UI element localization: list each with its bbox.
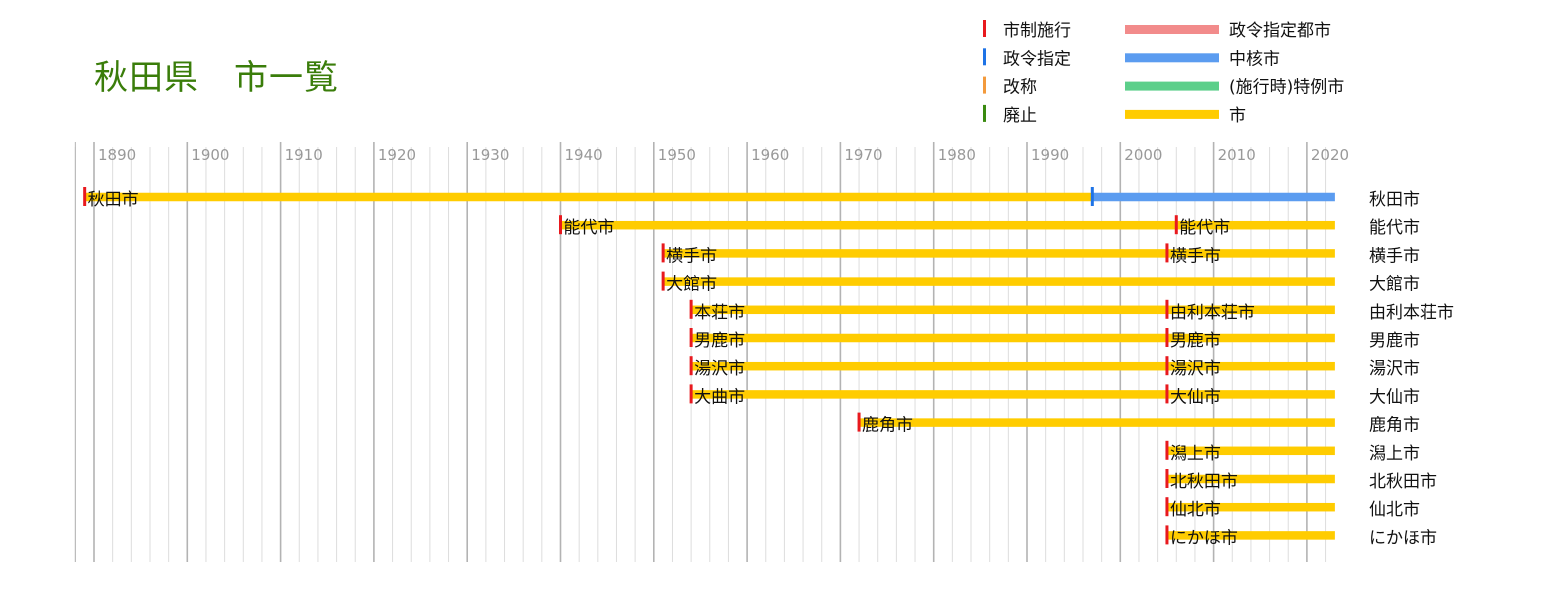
event-label: 由利本荘市 [1170, 303, 1255, 323]
event-marker [1165, 384, 1169, 404]
x-tick-label: 1910 [285, 146, 323, 164]
event-marker [1165, 440, 1169, 460]
event-marker [1165, 328, 1169, 347]
event-label: 湯沢市 [1170, 359, 1221, 379]
event-label: にかほ市 [1170, 528, 1238, 548]
legend-status-swatch [1125, 81, 1219, 91]
x-tick-label: 1990 [1031, 146, 1069, 164]
status-bar-segment [1092, 192, 1335, 202]
event-marker [857, 412, 861, 432]
event-marker [689, 328, 693, 347]
event-marker [661, 243, 665, 263]
event-label: 秋田市 [88, 190, 139, 210]
status-bar-segment [663, 249, 1335, 258]
x-tick-label: 1920 [378, 146, 416, 164]
legend-event-label: 廃止 [1003, 106, 1037, 126]
x-tick-label: 1960 [751, 146, 789, 164]
event-marker [1165, 299, 1169, 319]
event-marker [1165, 356, 1169, 376]
event-marker [661, 271, 665, 291]
status-bar-segment [859, 418, 1335, 427]
event-label: 横手市 [1170, 246, 1221, 266]
event-label: 横手市 [666, 246, 717, 266]
current-city-name: 湯沢市 [1369, 359, 1420, 379]
x-tick-label: 1950 [658, 146, 696, 164]
legend-status-swatch [1125, 53, 1219, 63]
event-label: 大館市 [666, 275, 717, 295]
x-tick-label: 2010 [1218, 146, 1256, 164]
event-marker [559, 215, 562, 235]
status-bar-segment [1166, 446, 1335, 456]
event-marker [689, 356, 693, 376]
event-marker [1090, 187, 1094, 206]
event-label: 湯沢市 [694, 359, 745, 379]
status-bar-segment [1166, 474, 1335, 484]
event-marker [689, 299, 693, 319]
event-label: 本荘市 [694, 303, 745, 323]
legend-event-label: 市制施行 [1003, 21, 1071, 41]
legend-event-marker [983, 20, 986, 37]
current-city-name: 仙北市 [1369, 500, 1420, 520]
legend-status-label: 中核市 [1229, 49, 1280, 69]
event-label: 男鹿市 [694, 331, 745, 351]
event-marker [689, 384, 693, 404]
status-bar-segment [84, 192, 1093, 202]
current-city-name: 鹿角市 [1369, 416, 1420, 436]
event-label: 潟上市 [1170, 444, 1221, 464]
legend-event-marker [983, 48, 986, 66]
event-marker [1165, 243, 1169, 263]
status-bar-segment [663, 277, 1335, 286]
event-label: 仙北市 [1170, 500, 1221, 520]
current-city-name: 秋田市 [1369, 190, 1420, 210]
x-tick-label: 1930 [471, 146, 509, 164]
status-bar-segment [1166, 502, 1335, 512]
current-city-name: にかほ市 [1369, 528, 1437, 548]
legend-event-label: 政令指定 [1003, 49, 1071, 69]
status-bar-segment [1166, 531, 1335, 540]
current-city-name: 由利本荘市 [1369, 303, 1454, 323]
status-bar-segment [691, 305, 1335, 315]
event-label: 鹿角市 [862, 416, 913, 436]
x-tick-label: 2000 [1124, 146, 1162, 164]
event-label: 大曲市 [694, 387, 745, 407]
legend-event-label: 改称 [1003, 78, 1037, 98]
event-marker [1165, 497, 1169, 517]
legend-status-swatch [1125, 109, 1219, 119]
legend-status-label: 市 [1229, 106, 1246, 126]
event-label: 能代市 [1179, 218, 1230, 238]
event-label: 大仙市 [1170, 387, 1221, 407]
legend-event-marker [983, 104, 986, 122]
status-bar-segment [691, 333, 1335, 343]
legend-event-marker [983, 76, 986, 94]
x-tick-label: 1900 [191, 146, 229, 164]
x-tick-label: 1940 [565, 146, 603, 164]
current-city-name: 横手市 [1369, 246, 1420, 266]
current-city-name: 男鹿市 [1369, 331, 1420, 351]
x-tick-label: 1980 [938, 146, 976, 164]
legend-status-label: 政令指定都市 [1229, 21, 1331, 41]
event-label: 男鹿市 [1170, 331, 1221, 351]
current-city-name: 北秋田市 [1369, 472, 1437, 492]
event-marker [1174, 215, 1178, 235]
legend-status-swatch [1125, 25, 1219, 34]
legend-status-label: (施行時)特例市 [1229, 78, 1344, 98]
x-tick-label: 2020 [1311, 146, 1349, 164]
event-marker [83, 187, 87, 206]
status-bar-segment [560, 220, 1335, 230]
event-label: 能代市 [564, 218, 615, 238]
page-title: 秋田県 市一覧 [94, 58, 339, 98]
status-bar-segment [691, 390, 1335, 399]
status-bar-segment [691, 361, 1335, 371]
current-city-name: 潟上市 [1369, 444, 1420, 464]
current-city-name: 大仙市 [1369, 387, 1420, 407]
current-city-name: 大館市 [1369, 275, 1420, 295]
x-tick-label: 1890 [98, 146, 136, 164]
event-marker [1165, 525, 1169, 545]
event-marker [1165, 469, 1169, 488]
event-label: 北秋田市 [1170, 472, 1238, 492]
current-city-name: 能代市 [1369, 218, 1420, 238]
x-tick-label: 1970 [844, 146, 882, 164]
